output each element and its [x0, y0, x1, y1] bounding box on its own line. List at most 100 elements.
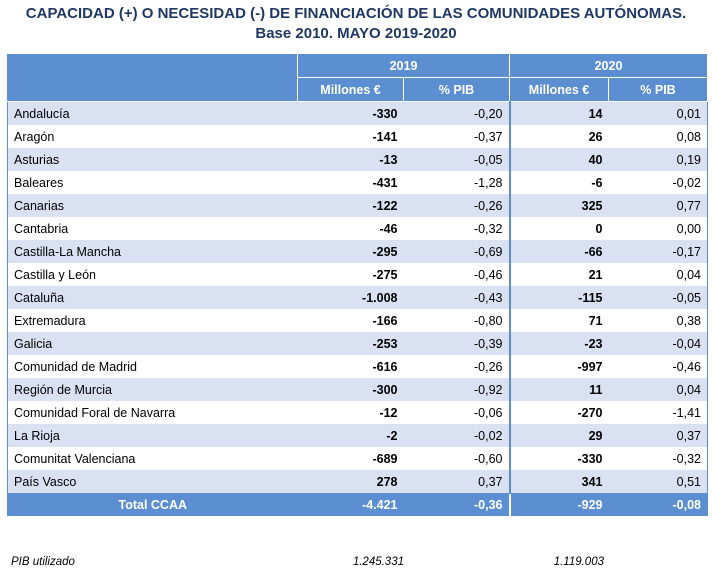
millones-2019-cell: 278 [297, 470, 404, 494]
pib-2020-cell: -0,02 [608, 171, 708, 194]
table-row: Extremadura -166 -0,80 71 0,38 [7, 309, 708, 332]
pib-2020-cell: -0,17 [608, 240, 708, 263]
pib-2019-cell: -0,26 [403, 194, 511, 217]
millones-2020-header: Millones € [509, 77, 609, 102]
pib-2020-cell: -0,05 [608, 286, 708, 309]
pib-2020-cell: -1,41 [608, 401, 708, 424]
table-row: Comunidad Foral de Navarra -12 -0,06 -270 -1… [7, 401, 708, 424]
pib-2019-cell: 0,37 [403, 470, 511, 494]
region-name: Baleares [7, 171, 298, 194]
pib-2020-cell: 0,19 [608, 148, 708, 171]
region-name: Comunitat Valenciana [7, 447, 298, 470]
table-row: Asturias -13 -0,05 40 0,19 [7, 148, 708, 171]
millones-2019-cell: -46 [297, 217, 404, 240]
pib-2019-cell: -0,26 [403, 355, 511, 378]
pib-2019-cell: -0,80 [403, 309, 511, 332]
region-name: Galicia [7, 332, 298, 355]
region-name: País Vasco [7, 470, 298, 494]
table-title: CAPACIDAD (+) O NECESIDAD (-) DE FINANCI… [25, 5, 687, 22]
millones-2020-cell: 40 [509, 148, 609, 171]
pib-2020-cell: 0,37 [608, 424, 708, 447]
year-2020-header: 2020 [509, 53, 708, 78]
millones-2019-header: Millones € [297, 77, 404, 102]
millones-2019-cell: -122 [297, 194, 404, 217]
table-row: Región de Murcia -300 -0,92 11 0,04 [7, 378, 708, 401]
pib-2020-cell: 0,04 [608, 263, 708, 286]
total-millones-2020: -929 [509, 493, 609, 516]
table-row: Castilla-La Mancha -295 -0,69 -66 -0,17 [7, 240, 708, 263]
pib-2019-cell: -0,60 [403, 447, 511, 470]
table-row: Canarias -122 -0,26 325 0,77 [7, 194, 708, 217]
total-label: Total CCAA [7, 493, 298, 516]
region-name: Asturias [7, 148, 298, 171]
region-name: Canarias [7, 194, 298, 217]
millones-2019-cell: -616 [297, 355, 404, 378]
region-name: Cataluña [7, 286, 298, 309]
millones-2020-cell: 14 [509, 101, 609, 125]
millones-2020-cell: 341 [509, 470, 609, 494]
millones-2019-cell: -253 [297, 332, 404, 355]
pib-value-2020: 1.119.003 [553, 556, 604, 568]
pib-2019-cell: -0,39 [403, 332, 511, 355]
millones-2019-cell: -431 [297, 171, 404, 194]
table-row: Comunidad de Madrid -616 -0,26 -997 -0,46 [7, 355, 708, 378]
pib-2020-cell: 0,77 [608, 194, 708, 217]
pib-value-2019: 1.245.331 [352, 556, 404, 568]
table-row: Baleares -431 -1,28 -6 -0,02 [7, 171, 708, 194]
region-name: Extremadura [7, 309, 298, 332]
pib-2019-cell: -0,37 [403, 125, 511, 148]
millones-2019-cell: -300 [297, 378, 404, 401]
table-body: Andalucía -330 -0,20 14 0,01 Aragón -141 -0,37 2… [7, 101, 708, 494]
region-name: Cantabria [7, 217, 298, 240]
pib-2019-cell: -0,05 [403, 148, 511, 171]
pib-2020-cell: 0,04 [608, 378, 708, 401]
header-blank-cell [7, 53, 298, 102]
millones-2019-cell: -275 [297, 263, 404, 286]
millones-2019-cell: -12 [297, 401, 404, 424]
millones-2020-cell: -23 [509, 332, 609, 355]
millones-2020-cell: 0 [509, 217, 609, 240]
millones-2020-cell: -330 [509, 447, 609, 470]
pib-2020-header: % PIB [608, 77, 708, 102]
pib-2019-cell: -0,32 [403, 217, 511, 240]
region-name: Castilla-La Mancha [7, 240, 298, 263]
table-row: Cataluña -1.008 -0,43 -115 -0,05 [7, 286, 708, 309]
pib-2019-cell: -0,43 [403, 286, 511, 309]
year-2019-header: 2019 [297, 53, 510, 78]
pib-2020-cell: 0,38 [608, 309, 708, 332]
millones-2020-cell: 29 [509, 424, 609, 447]
millones-2020-cell: 11 [509, 378, 609, 401]
millones-2020-cell: 26 [509, 125, 609, 148]
millones-2019-cell: -689 [297, 447, 404, 470]
millones-2020-cell: -270 [509, 401, 609, 424]
total-row: Total CCAA -4.421 -0,36 -929 -0,08 [7, 493, 708, 516]
millones-2020-cell: -115 [509, 286, 609, 309]
millones-2020-cell: 71 [509, 309, 609, 332]
millones-2020-cell: -66 [509, 240, 609, 263]
pib-2019-cell: -0,20 [403, 101, 511, 125]
pib-2020-cell: -0,04 [608, 332, 708, 355]
region-name: Comunidad de Madrid [7, 355, 298, 378]
pib-2019-cell: -0,69 [403, 240, 511, 263]
table-row: Aragón -141 -0,37 26 0,08 [7, 125, 708, 148]
table-row: La Rioja -2 -0,02 29 0,37 [7, 424, 708, 447]
table-row: Andalucía -330 -0,20 14 0,01 [7, 101, 708, 125]
pib-2019-cell: -0,92 [403, 378, 511, 401]
table-header: 2019 2020 Millones € % PIB Millones € % … [7, 53, 708, 102]
millones-2020-cell: -997 [509, 355, 609, 378]
region-name: Castilla y León [7, 263, 298, 286]
table-row: Galicia -253 -0,39 -23 -0,04 [7, 332, 708, 355]
total-pib-2020: -0,08 [608, 493, 708, 516]
pib-2020-cell: 0,00 [608, 217, 708, 240]
millones-2019-cell: -13 [297, 148, 404, 171]
millones-2020-cell: -6 [509, 171, 609, 194]
pib-2019-cell: -0,06 [403, 401, 511, 424]
pib-2019-cell: -0,02 [403, 424, 511, 447]
pib-2019-header: % PIB [403, 77, 510, 102]
pib-2020-cell: 0,51 [608, 470, 708, 494]
region-name: La Rioja [7, 424, 298, 447]
table-row: Cantabria -46 -0,32 0 0,00 [7, 217, 708, 240]
millones-2019-cell: -1.008 [297, 286, 404, 309]
footer-note: PIB utilizado 1.245.331 1.119.003 [0, 556, 712, 574]
millones-2019-cell: -2 [297, 424, 404, 447]
